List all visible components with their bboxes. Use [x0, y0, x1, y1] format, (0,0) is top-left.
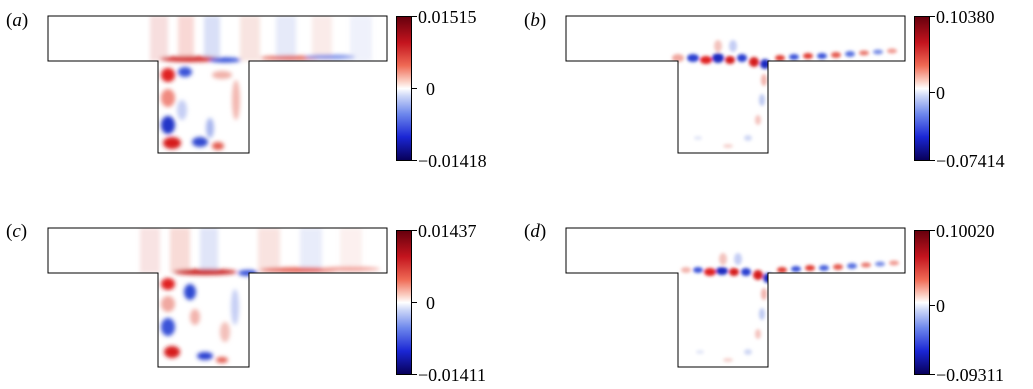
panel-c-label: (c): [6, 221, 28, 242]
panel-a: (a): [0, 0, 516, 194]
panel-b-field: [565, 15, 906, 154]
panel-c-cbar-min: −0.01411: [418, 365, 486, 385]
panel-c-outline: [47, 227, 388, 368]
panel-c: (c): [0, 212, 516, 389]
panel-a-cbar-min: −0.01418: [418, 151, 487, 171]
panel-c-cbar-max: 0.01437: [418, 221, 477, 241]
panel-a-label: (a): [6, 10, 29, 31]
panel-a-colorbar: [396, 16, 412, 161]
panel-a-cbar-max: 0.01515: [418, 7, 477, 27]
panel-b-cbar-min: −0.07414: [936, 151, 1005, 171]
panel-d-cbar-mid: 0: [936, 296, 945, 316]
panel-a-cbar-mid: 0: [426, 79, 435, 99]
panel-b-cbar-mid: 0: [936, 83, 945, 103]
panel-c-cbar-mid: 0: [426, 293, 435, 313]
panel-b-label: (b): [524, 10, 547, 31]
panel-d: (d): [518, 212, 1033, 389]
panel-d-colorbar: [914, 230, 930, 375]
panel-c-colorbar: [396, 230, 412, 375]
panel-b-cbar-max: 0.10380: [936, 7, 995, 27]
panel-b-colorbar: [914, 16, 930, 161]
panel-b: (b): [518, 0, 1033, 194]
panel-d-label: (d): [524, 221, 547, 242]
panel-b-outline: [565, 15, 906, 154]
panel-c-field: [47, 227, 388, 368]
panel-d-field: [565, 227, 906, 368]
panel-a-outline: [47, 15, 388, 154]
panel-d-outline: [565, 227, 906, 368]
panel-d-cbar-min: −0.09311: [936, 365, 1004, 385]
panel-d-cbar-max: 0.10020: [936, 221, 995, 241]
panel-a-field: [47, 15, 388, 154]
